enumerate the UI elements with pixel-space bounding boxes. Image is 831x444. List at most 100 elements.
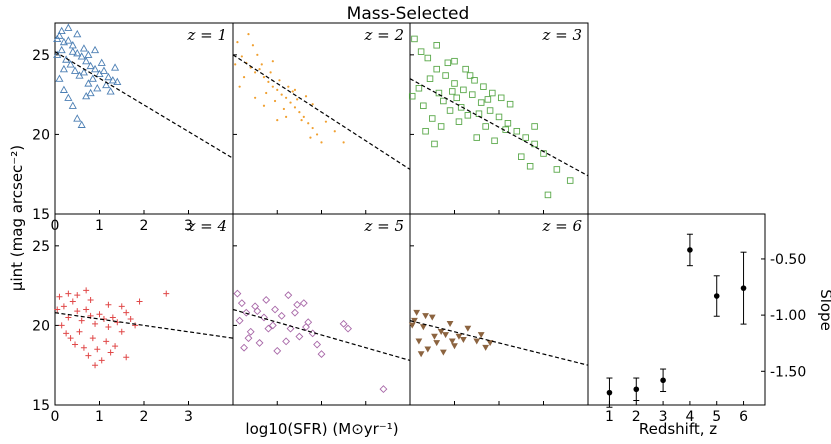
x-tick-label: 1 xyxy=(95,218,104,234)
data-point xyxy=(98,357,105,364)
data-point xyxy=(495,113,503,121)
data-point xyxy=(295,332,304,341)
data-point xyxy=(287,85,290,88)
data-point xyxy=(437,328,445,335)
data-point xyxy=(428,314,436,321)
x-tick-label: 2 xyxy=(632,409,641,425)
data-point xyxy=(105,324,112,331)
data-point xyxy=(311,103,314,106)
data-point xyxy=(286,324,295,333)
data-point xyxy=(431,140,438,148)
data-point xyxy=(64,36,73,44)
data-point xyxy=(464,112,472,119)
panel-7: 1 2 3 4 5 6 -0.50 -1.00 -1.50 xyxy=(587,213,806,425)
data-point xyxy=(444,59,452,67)
data-point xyxy=(455,333,463,340)
data-point xyxy=(482,123,489,130)
data-point xyxy=(442,332,449,339)
data-point xyxy=(88,74,97,82)
data-point xyxy=(379,385,388,394)
data-point xyxy=(57,26,66,35)
panel-label: z = 5 xyxy=(363,217,404,235)
data-point xyxy=(260,63,263,66)
data-point xyxy=(342,141,345,144)
data-point xyxy=(163,290,170,297)
data-point xyxy=(433,340,441,347)
data-point xyxy=(437,123,445,130)
data-point xyxy=(60,303,67,310)
data-point xyxy=(518,153,525,160)
slope-point xyxy=(606,389,613,396)
panel-6: z = 6 xyxy=(408,213,589,406)
data-point xyxy=(460,86,467,94)
data-point xyxy=(460,336,467,343)
data-point xyxy=(65,290,72,297)
data-point xyxy=(451,80,458,87)
data-point xyxy=(79,68,88,76)
data-point xyxy=(84,79,93,87)
y-tick-label: 15 xyxy=(32,207,50,223)
data-point xyxy=(448,338,456,345)
data-point xyxy=(90,45,100,54)
data-point xyxy=(94,346,101,353)
data-point xyxy=(424,346,432,353)
data-point xyxy=(240,55,243,58)
data-point xyxy=(311,126,314,130)
panel-3: z = 3 xyxy=(408,22,589,215)
data-point xyxy=(68,101,77,109)
data-point xyxy=(99,66,109,74)
data-point xyxy=(466,72,474,79)
data-point xyxy=(86,61,95,70)
data-point xyxy=(506,100,514,108)
panel-label: z = 1 xyxy=(186,26,227,44)
data-point xyxy=(85,352,92,359)
data-point xyxy=(57,45,66,54)
data-point xyxy=(273,99,277,103)
fit-line xyxy=(54,51,234,159)
data-point xyxy=(276,118,279,122)
x-tick-label: 4 xyxy=(685,409,694,425)
data-point xyxy=(429,115,436,122)
data-point xyxy=(258,68,261,71)
data-point xyxy=(253,307,262,316)
data-point xyxy=(299,299,308,308)
data-point xyxy=(256,53,259,56)
data-point xyxy=(277,311,286,320)
data-point xyxy=(271,85,274,88)
data-point xyxy=(90,64,100,73)
data-point xyxy=(262,104,266,107)
data-point xyxy=(73,29,82,38)
data-point xyxy=(540,150,547,157)
data-point xyxy=(53,34,62,43)
data-point xyxy=(84,50,93,58)
data-point xyxy=(65,314,72,321)
data-point xyxy=(307,122,310,125)
data-point xyxy=(136,298,143,305)
data-point xyxy=(262,296,271,304)
data-point xyxy=(237,299,246,308)
data-point xyxy=(118,328,125,335)
data-point xyxy=(54,306,61,313)
x-tick-label: 0 xyxy=(51,409,60,425)
data-point xyxy=(112,343,119,350)
data-point xyxy=(417,351,425,358)
y-tick-label: 15 xyxy=(32,398,50,414)
data-point xyxy=(78,317,85,324)
panel-frame xyxy=(232,22,411,215)
panel-frame xyxy=(409,213,589,406)
panel-label: z = 3 xyxy=(541,26,582,44)
data-point xyxy=(457,104,465,111)
data-point xyxy=(491,137,498,145)
slope-y-axis-label: Slope xyxy=(817,289,831,331)
data-point xyxy=(309,136,312,139)
data-point xyxy=(111,63,120,71)
data-point xyxy=(486,107,494,114)
data-point xyxy=(469,91,476,98)
panel-label: z = 6 xyxy=(541,217,582,235)
fit-line xyxy=(232,308,411,362)
data-point xyxy=(264,324,273,333)
data-point xyxy=(74,308,81,315)
data-point xyxy=(489,89,496,97)
data-point xyxy=(276,88,279,91)
